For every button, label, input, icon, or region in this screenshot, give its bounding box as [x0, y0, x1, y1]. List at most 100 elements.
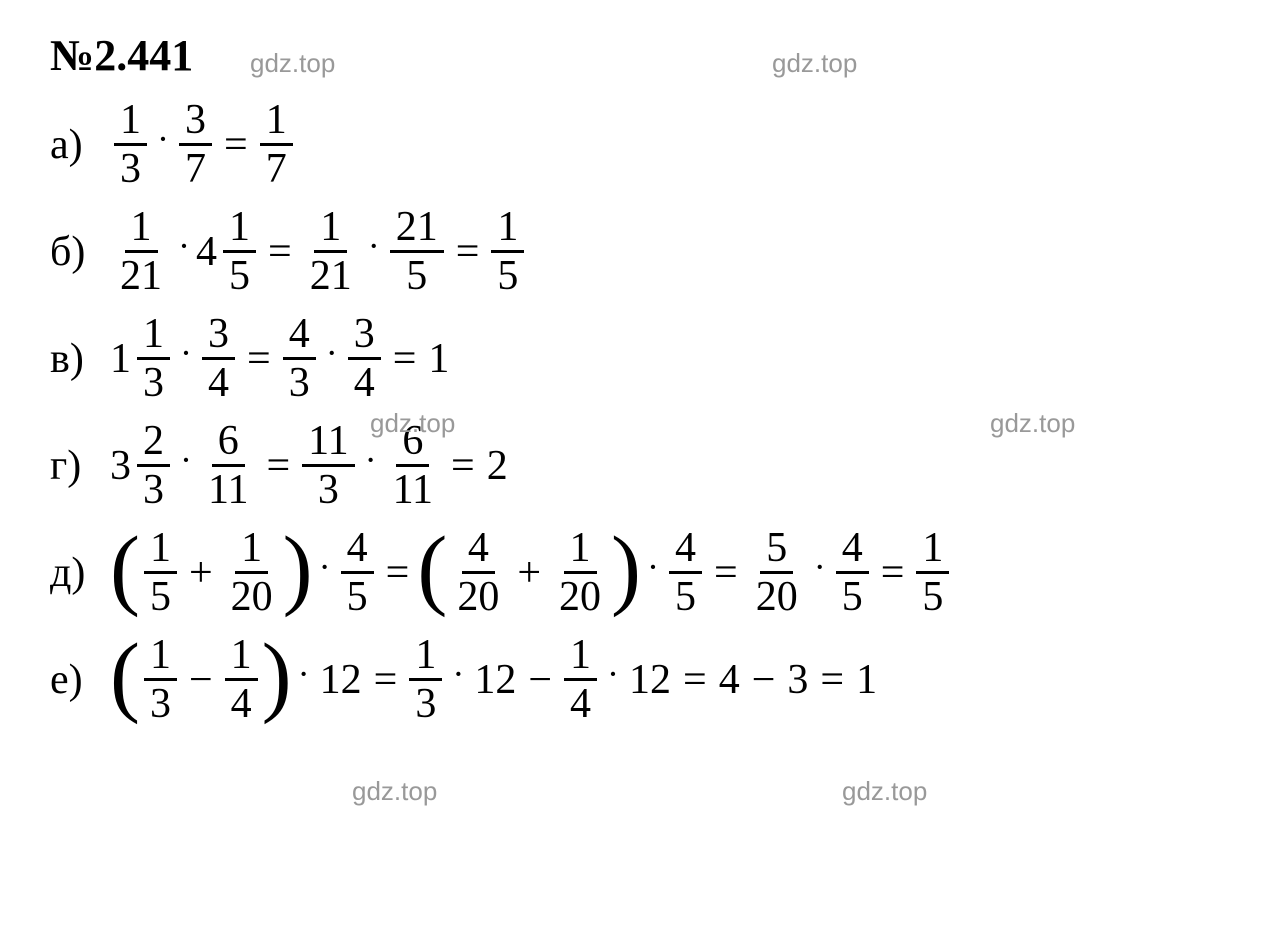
- numerator: 1: [260, 99, 293, 146]
- equals-sign: =: [386, 552, 410, 594]
- denominator: 3: [283, 360, 316, 404]
- fraction: 43: [283, 313, 316, 404]
- equation-label: а): [50, 124, 100, 166]
- numerator: 3: [348, 313, 381, 360]
- denominator: 3: [137, 467, 170, 511]
- multiply-dot: ·: [180, 335, 192, 371]
- denominator: 11: [387, 467, 439, 511]
- denominator: 21: [304, 253, 358, 297]
- equals-sign: =: [683, 659, 707, 701]
- numerator: 21: [390, 206, 444, 253]
- equals-sign: =: [268, 231, 292, 273]
- denominator: 20: [451, 574, 505, 618]
- fraction: 15: [916, 527, 949, 618]
- equals-sign: =: [820, 659, 844, 701]
- left-paren: (: [110, 537, 140, 600]
- fraction: 34: [348, 313, 381, 404]
- fraction: 13: [137, 313, 170, 404]
- number: 12: [474, 659, 516, 701]
- equation-row-g: г)323·611=113·611=2: [50, 420, 1221, 511]
- mixed-whole: 4: [196, 231, 217, 273]
- denominator: 5: [491, 253, 524, 297]
- numerator: 2: [137, 420, 170, 467]
- equation-row-d: д)(15+120)·45=(420+120)·45=520·45=15: [50, 527, 1221, 618]
- right-paren: ): [283, 537, 313, 600]
- fraction: 120: [225, 527, 279, 618]
- denominator: 4: [225, 681, 258, 725]
- numerator: 1: [137, 313, 170, 360]
- numerator: 3: [202, 313, 235, 360]
- equation-row-a: а)13·37=17: [50, 99, 1221, 190]
- equals-sign: =: [224, 124, 248, 166]
- numerator: 1: [314, 206, 347, 253]
- numerator: 4: [341, 527, 374, 574]
- number: 12: [320, 659, 362, 701]
- fraction: 121: [114, 206, 168, 297]
- denominator: 4: [348, 360, 381, 404]
- fraction: 45: [341, 527, 374, 618]
- denominator: 5: [916, 574, 949, 618]
- numerator: 1: [125, 206, 158, 253]
- denominator: 5: [669, 574, 702, 618]
- multiply-dot: ·: [368, 228, 380, 264]
- minus-sign: −: [528, 659, 552, 701]
- denominator: 21: [114, 253, 168, 297]
- number: 2: [487, 445, 508, 487]
- minus-sign: −: [189, 659, 213, 701]
- multiply-dot: ·: [319, 549, 331, 585]
- multiply-dot: ·: [365, 442, 377, 478]
- equals-sign: =: [456, 231, 480, 273]
- denominator: 3: [137, 360, 170, 404]
- mixed-number: 113: [110, 313, 174, 404]
- fraction: 520: [750, 527, 804, 618]
- denominator: 5: [341, 574, 374, 618]
- fraction: 215: [390, 206, 444, 297]
- fraction: 13: [144, 634, 177, 725]
- mixed-whole: 1: [110, 338, 131, 380]
- denominator: 7: [179, 146, 212, 190]
- multiply-dot: ·: [326, 335, 338, 371]
- multiply-dot: ·: [178, 228, 190, 264]
- fraction: 14: [225, 634, 258, 725]
- equation-label: г): [50, 445, 100, 487]
- denominator: 4: [564, 681, 597, 725]
- fraction: 611: [387, 420, 439, 511]
- numerator: 1: [409, 634, 442, 681]
- equation-label: д): [50, 552, 100, 594]
- equals-sign: =: [374, 659, 398, 701]
- denominator: 7: [260, 146, 293, 190]
- multiply-dot: ·: [607, 656, 619, 692]
- numerator: 1: [144, 527, 177, 574]
- numerator: 3: [179, 99, 212, 146]
- problem-title: №2.441: [50, 30, 1221, 81]
- denominator: 5: [144, 574, 177, 618]
- multiply-dot: ·: [157, 121, 169, 157]
- number: 4: [719, 659, 740, 701]
- denominator: 5: [836, 574, 869, 618]
- number: 1: [856, 659, 877, 701]
- equation-row-e: е)(13−14)·12=13·12−14·12=4−3=1: [50, 634, 1221, 725]
- watermark-text: gdz.top: [842, 776, 927, 807]
- numerator: 1: [144, 634, 177, 681]
- right-paren: ): [262, 644, 292, 707]
- mixed-number: 323: [110, 420, 174, 511]
- left-paren: (: [110, 644, 140, 707]
- numerator: 1: [916, 527, 949, 574]
- equation-row-b: б)121·415=121·215=15: [50, 206, 1221, 297]
- equals-sign: =: [393, 338, 417, 380]
- right-paren: ): [611, 537, 641, 600]
- numerator: 4: [836, 527, 869, 574]
- equals-sign: =: [451, 445, 475, 487]
- watermark-text: gdz.top: [352, 776, 437, 807]
- denominator: 3: [114, 146, 147, 190]
- multiply-dot: ·: [814, 549, 826, 585]
- numerator: 1: [564, 634, 597, 681]
- multiply-dot: ·: [180, 442, 192, 478]
- denominator: 5: [223, 253, 256, 297]
- fraction: 13: [409, 634, 442, 725]
- equals-sign: =: [266, 445, 290, 487]
- fraction: 611: [202, 420, 254, 511]
- fraction: 14: [564, 634, 597, 725]
- fraction: 45: [669, 527, 702, 618]
- plus-sign: +: [517, 552, 541, 594]
